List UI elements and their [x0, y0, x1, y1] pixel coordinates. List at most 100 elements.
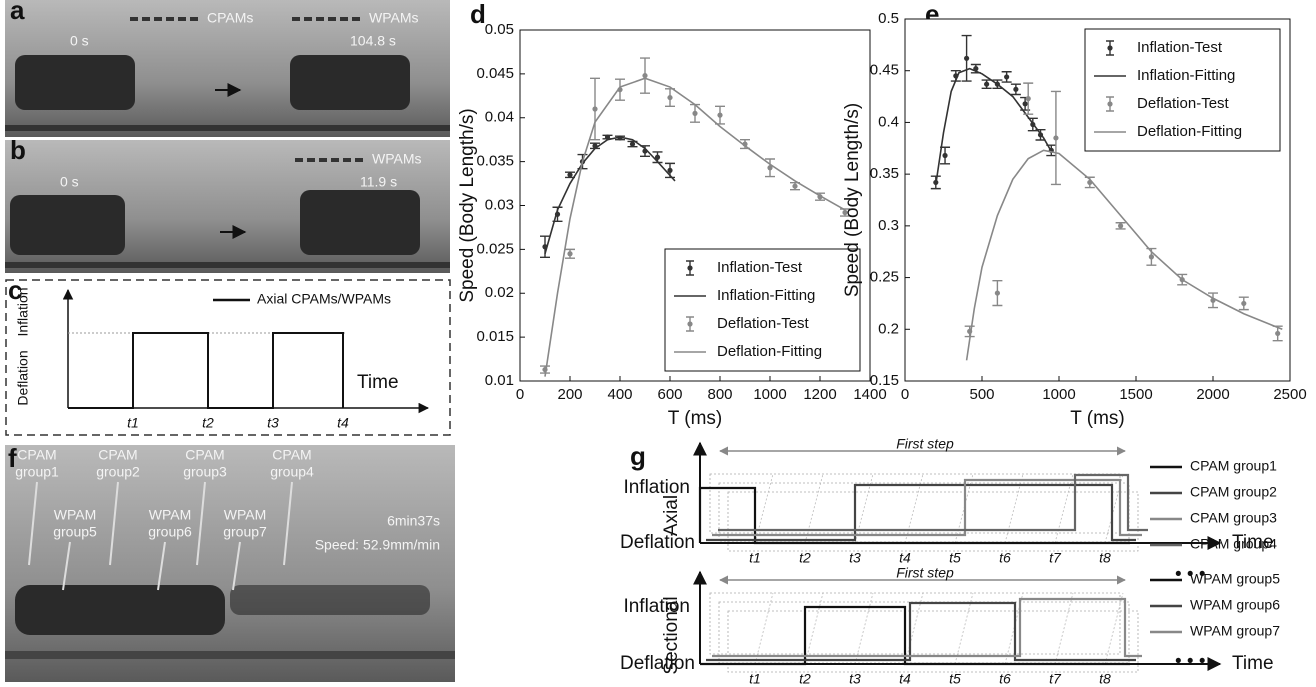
tick-label: t1	[749, 550, 761, 566]
legend-marker	[1107, 45, 1113, 51]
y-tick-label: 0.03	[485, 196, 514, 213]
pointer	[232, 541, 241, 591]
legend-label: CPAM group3	[1190, 510, 1277, 526]
x-tick-label: 2000	[1196, 386, 1229, 403]
data-point	[1022, 101, 1028, 107]
data-point	[1148, 254, 1154, 260]
group-label: group6	[148, 524, 192, 540]
y-tick-label: 0.35	[870, 165, 899, 182]
legend-label: Deflation-Test	[717, 315, 810, 332]
step-label: First step	[896, 436, 954, 452]
x-tick-label: 1000	[1042, 386, 1075, 403]
legend-box	[1084, 28, 1281, 152]
pulse	[706, 601, 1136, 662]
data-point	[767, 165, 773, 171]
group-label: CPAM	[98, 447, 137, 463]
data-point	[1118, 223, 1124, 229]
pointer	[157, 541, 166, 591]
tick-label: t6	[999, 550, 1011, 566]
group-label: WPAM	[149, 507, 192, 523]
tick-label: t8	[1099, 550, 1111, 566]
data-point	[1275, 330, 1281, 337]
group-label: group1	[15, 464, 59, 480]
y-tick-label: 0.25	[870, 269, 899, 286]
data-point	[604, 134, 611, 140]
x-label: Time	[357, 372, 399, 393]
panel-label: d	[470, 0, 486, 29]
tick-label: t4	[899, 671, 911, 687]
pointer	[283, 481, 293, 566]
y-tick-label: 0.025	[476, 240, 514, 257]
legend-label: CPAM group4	[1190, 536, 1277, 552]
y-label: Deflation	[620, 653, 695, 674]
tick-label: t2	[799, 671, 811, 687]
legend-label: Inflation-Test	[717, 259, 803, 276]
panel-label: a	[10, 0, 25, 25]
fit-line	[935, 67, 1052, 185]
data-point	[717, 112, 723, 118]
x-tick-label: 800	[707, 386, 732, 403]
group-label: group2	[96, 464, 140, 480]
legend-marker	[687, 265, 693, 271]
grid-diag	[904, 592, 924, 665]
grid-diag	[754, 592, 774, 665]
tick-label: t6	[999, 671, 1011, 687]
pointer	[196, 481, 206, 566]
legend-label: CPAM group2	[1190, 484, 1277, 500]
data-point	[1025, 96, 1031, 102]
tick-label: t3	[267, 415, 279, 431]
tick-label: t4	[337, 415, 349, 431]
grid-diag	[1054, 592, 1074, 665]
data-point	[1241, 300, 1247, 307]
x-tick-label: 1500	[1119, 386, 1152, 403]
x-tick-label: 2500	[1273, 386, 1306, 403]
group-label: CPAM	[185, 447, 224, 463]
y-label: Inflation	[623, 596, 690, 617]
data-point	[667, 94, 673, 101]
pulse	[712, 597, 1142, 658]
legend-label: CPAM group1	[1190, 458, 1277, 474]
data-point	[984, 81, 990, 87]
y-axis-label: Speed (Body Length/s)	[842, 103, 863, 297]
panel-c-box	[5, 279, 451, 436]
data-point	[642, 73, 648, 79]
box-outline	[709, 592, 1121, 655]
legend-label: Deflation-Fitting	[717, 343, 822, 360]
robot-shapes	[10, 55, 430, 635]
y-label: Inflation	[15, 287, 31, 336]
y-tick-label: 0.3	[878, 217, 899, 234]
group-label: group3	[183, 464, 227, 480]
time-label: 6min37s	[387, 513, 440, 529]
data-point	[1004, 74, 1010, 80]
y-tick-label: 0.2	[878, 320, 899, 337]
legend-label: Inflation-Fitting	[717, 287, 815, 304]
legend-box	[664, 248, 861, 372]
data-point	[1013, 86, 1019, 92]
pointer	[28, 481, 38, 566]
x-tick-label: 0	[516, 386, 524, 403]
fit-line	[544, 77, 846, 377]
panel-label: c	[8, 275, 22, 305]
tick-label: t2	[799, 550, 811, 566]
time-label: 0 s	[60, 174, 79, 190]
x-axis-label: T (ms)	[1070, 408, 1125, 429]
y-axis-label: Speed (Body Length/s)	[457, 108, 478, 302]
y-label: Inflation	[623, 477, 690, 498]
tick-label: t1	[749, 671, 761, 687]
y-tick-label: 0.05	[485, 21, 514, 38]
box-outline	[727, 610, 1139, 673]
y-label: Deflation	[15, 350, 31, 405]
x-axis-label: T (ms)	[668, 408, 723, 429]
data-point	[964, 55, 970, 61]
pointer	[109, 481, 119, 566]
tick-label: t2	[202, 415, 214, 431]
legend-marker	[687, 321, 693, 327]
legend-label: Deflation-Test	[1137, 95, 1230, 112]
panel-label: g	[630, 441, 646, 471]
group-label: CPAM	[272, 447, 311, 463]
grid-diag	[854, 592, 874, 665]
step-label: First step	[896, 565, 954, 581]
tick-label: t8	[1099, 671, 1111, 687]
box-outline	[727, 491, 1139, 552]
grid-diag	[804, 592, 824, 665]
